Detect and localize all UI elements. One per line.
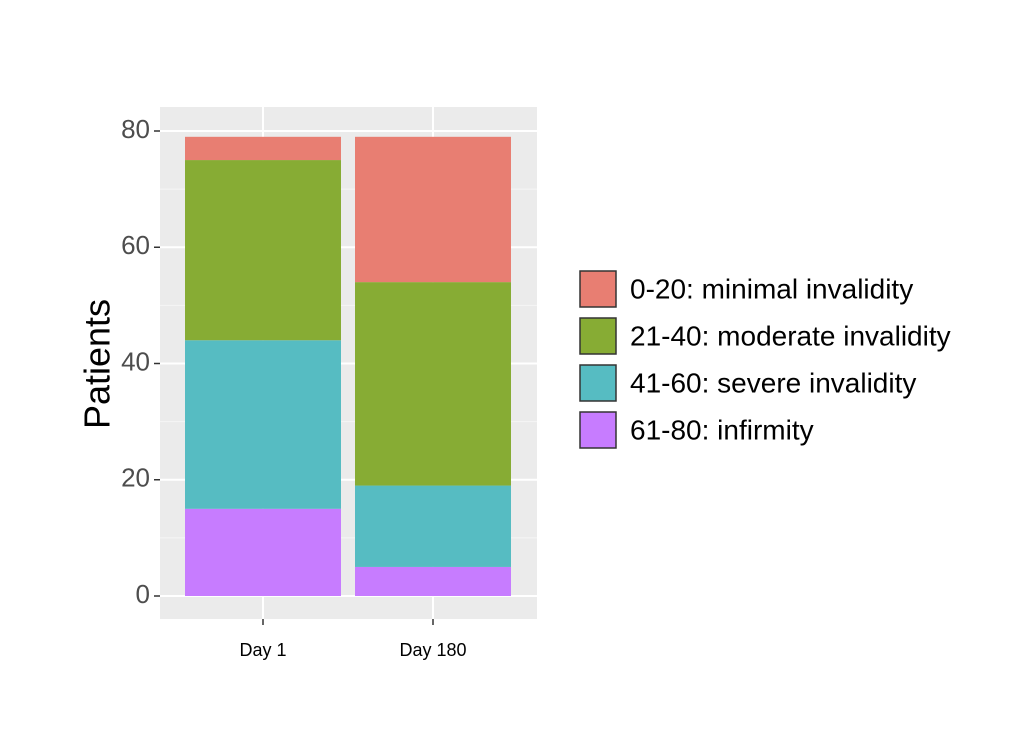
bar-segment bbox=[355, 282, 511, 486]
legend-swatch bbox=[579, 364, 617, 402]
x-tick-label: Day 180 bbox=[399, 640, 466, 660]
legend-label: 0-20: minimal invalidity bbox=[630, 273, 913, 304]
bars bbox=[185, 136, 511, 596]
y-axis: 0 20 40 60 80 bbox=[121, 114, 160, 609]
x-tick-label: Day 1 bbox=[239, 640, 286, 660]
y-tick-label: 20 bbox=[121, 463, 150, 493]
bar-segment bbox=[355, 136, 511, 283]
bar-segment bbox=[185, 160, 341, 341]
bar-segment bbox=[185, 136, 341, 161]
bar-segment bbox=[355, 485, 511, 567]
legend: 0-20: minimal invalidity 21-40: moderate … bbox=[579, 270, 951, 449]
y-tick-label: 60 bbox=[121, 230, 150, 260]
legend-swatch bbox=[579, 317, 617, 355]
legend-label: 41-60: severe invalidity bbox=[630, 367, 916, 398]
y-tick-label: 80 bbox=[121, 114, 150, 144]
bar-segment bbox=[185, 340, 341, 509]
bar-segment bbox=[355, 566, 511, 596]
x-axis: Day 1 Day 180 bbox=[239, 619, 467, 660]
legend-label: 21-40: moderate invalidity bbox=[630, 320, 951, 351]
bar-segment bbox=[185, 508, 341, 596]
y-tick-label: 0 bbox=[136, 579, 150, 609]
y-tick-label: 40 bbox=[121, 346, 150, 376]
legend-swatch bbox=[579, 270, 617, 308]
y-axis-label: Patients bbox=[77, 299, 118, 429]
legend-swatch bbox=[579, 411, 617, 449]
legend-label: 61-80: infirmity bbox=[630, 414, 814, 445]
